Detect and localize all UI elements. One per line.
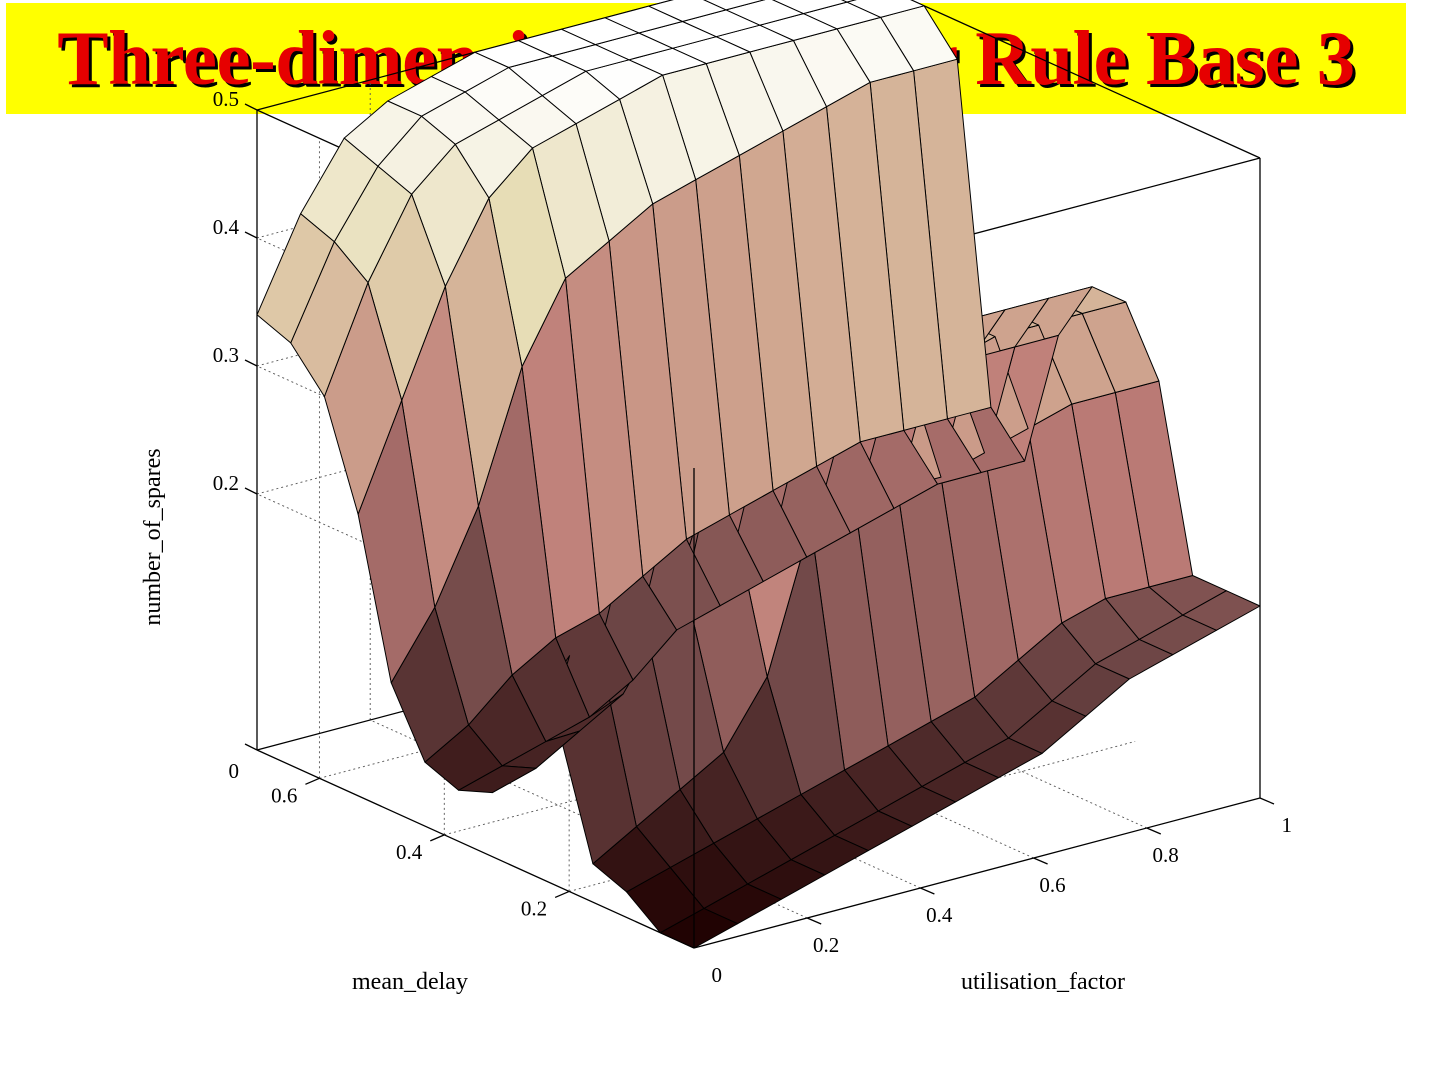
y-tick-label: 0.6: [271, 783, 297, 807]
y-tick: [554, 890, 570, 899]
x-tick-label: 0: [712, 963, 723, 987]
z-tick-label: 0: [229, 759, 240, 783]
x-tick: [806, 917, 822, 925]
x-axis-label: utilisation_factor: [961, 969, 1125, 995]
x-tick-label: 0.2: [813, 933, 839, 957]
z-tick-label: 0.3: [213, 343, 239, 367]
x-tick-label: 0.4: [926, 903, 953, 927]
surface-face: [840, 0, 857, 3]
z-tick-label: 0.5: [213, 87, 239, 111]
z-axis-label: number_of_spares: [140, 448, 166, 625]
y-tick: [430, 834, 445, 842]
z-tick: [244, 487, 258, 495]
y-tick: [305, 777, 320, 785]
z-tick: [244, 743, 258, 751]
tick-labels: 0 0.2 0.3 0.4 0.5 0.2 0.4 0.6 0 0.2 0.4 0.6 0.8 1: [213, 87, 1292, 987]
surface-mesh: [256, 0, 1261, 949]
surface-face: [702, 0, 766, 11]
y-axis-label: mean_delay: [352, 969, 468, 995]
x-tick-label: 0.6: [1039, 873, 1065, 897]
box-edge: [256, 749, 695, 949]
x-tick-label: 1: [1282, 813, 1293, 837]
z-tick-label: 0.4: [213, 215, 240, 239]
y-tick-label: 0.4: [396, 840, 423, 864]
y-tick-label: 0.2: [521, 896, 547, 920]
z-tick: [244, 103, 258, 111]
x-tick: [1259, 797, 1275, 805]
x-tick: [1146, 827, 1162, 835]
surface-face: [256, 213, 335, 344]
z-tick: [244, 359, 258, 367]
x-tick: [920, 887, 935, 895]
box-edge: [693, 797, 1261, 949]
z-tick-label: 0.2: [213, 471, 239, 495]
z-tick: [244, 231, 258, 239]
x-tick-label: 0.8: [1153, 843, 1179, 867]
box-edge: [909, 0, 1261, 159]
x-tick: [1033, 857, 1048, 865]
